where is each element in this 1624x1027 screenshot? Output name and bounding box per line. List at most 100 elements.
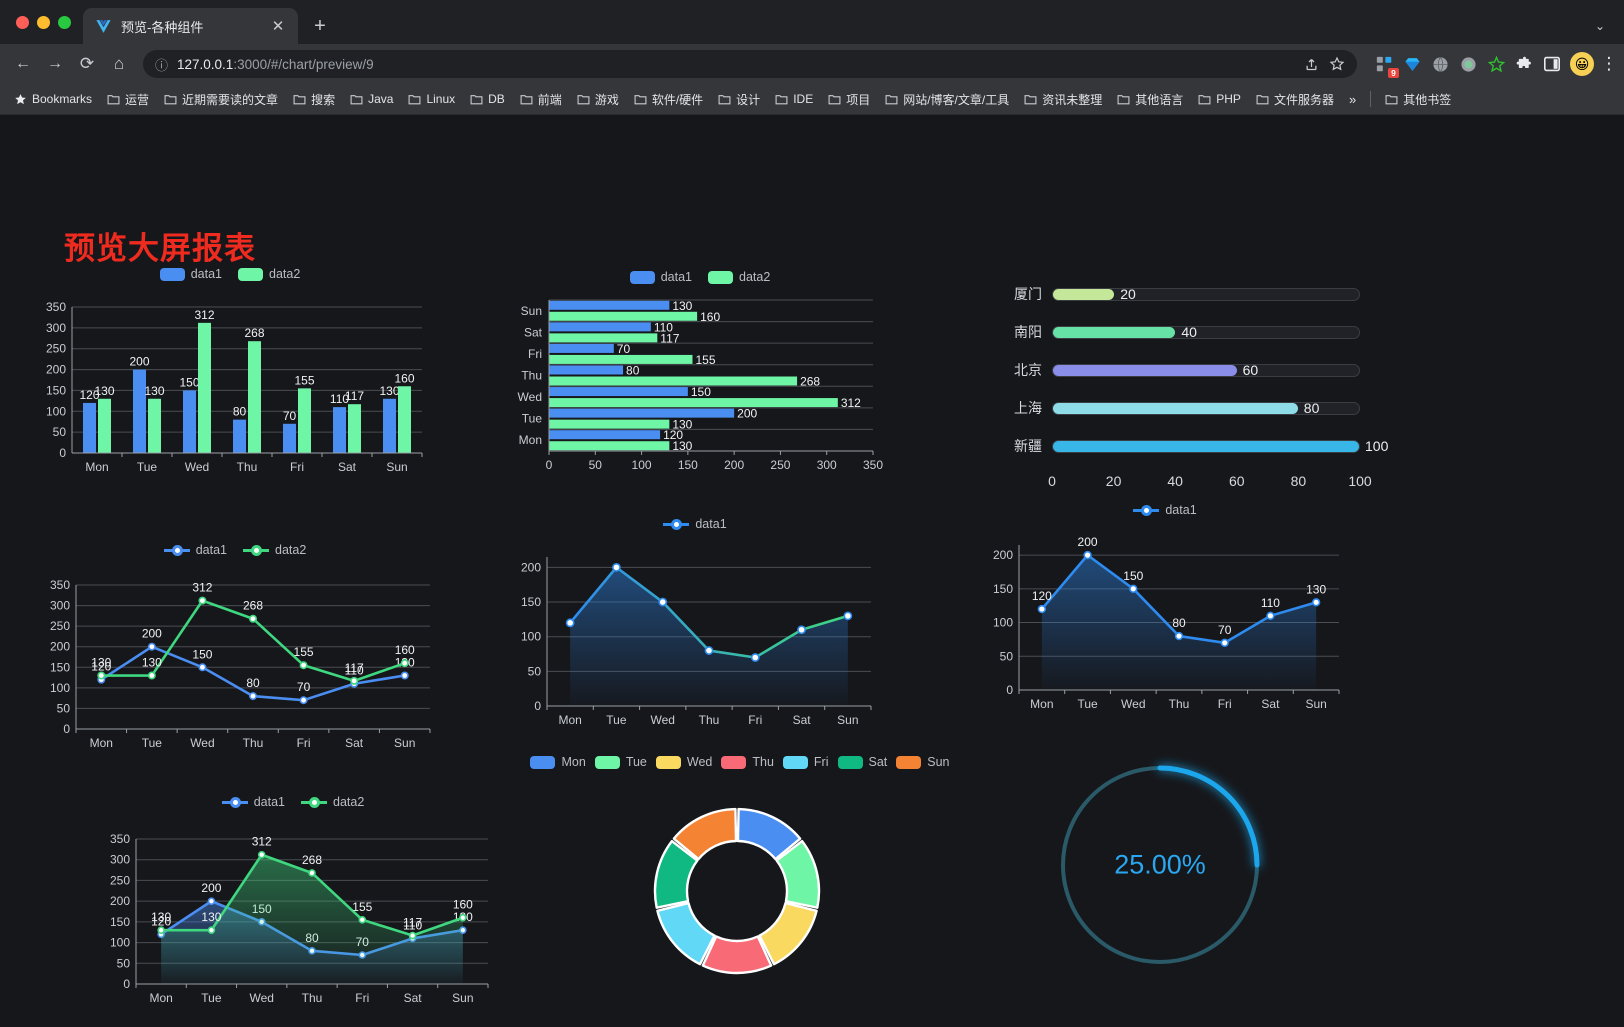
legend-item-data1[interactable]: data1: [629, 270, 692, 284]
maximize-window-button[interactable]: [58, 15, 71, 29]
legend-item-tue[interactable]: Tue: [594, 755, 647, 769]
svg-text:70: 70: [1218, 623, 1232, 637]
bookmark-folder[interactable]: 文件服务器: [1250, 88, 1340, 111]
legend-item-thu[interactable]: Thu: [721, 755, 774, 769]
svg-text:Thu: Thu: [302, 991, 323, 1005]
address-bar[interactable]: ⓘ 127.0.0.1:3000/#/chart/preview/9: [143, 50, 1357, 78]
legend-marker-data2: [301, 796, 327, 809]
legend-item-data1[interactable]: data1: [663, 517, 727, 531]
svg-text:70: 70: [297, 680, 311, 694]
svg-text:117: 117: [345, 661, 364, 675]
svg-text:150: 150: [46, 383, 66, 397]
bookmark-folder[interactable]: IDE: [769, 89, 819, 109]
legend-item-wed[interactable]: Wed: [655, 755, 712, 769]
url-host: 127.0.0.1: [177, 56, 234, 72]
legend-item-mon[interactable]: Mon: [530, 755, 586, 769]
svg-text:Wed: Wed: [190, 736, 214, 750]
donut-plot: [653, 807, 821, 975]
bookmark-folder-list: 运营 近期需要读的文章 搜索 Java Linux DB 前端 游戏 软件/硬件 设计 IDE 项目 网…: [101, 88, 1340, 111]
browser-menu-button[interactable]: ⋮: [1600, 54, 1618, 73]
browser-toolbar: ← → ⟳ ⌂ ⓘ 127.0.0.1:3000/#/chart/preview…: [0, 44, 1624, 84]
svg-text:80: 80: [626, 364, 640, 378]
bookmark-folder[interactable]: 项目: [822, 88, 876, 111]
svg-text:Tue: Tue: [137, 460, 158, 474]
svg-text:155: 155: [294, 645, 314, 659]
legend-item-data2[interactable]: data2: [238, 267, 300, 281]
minimize-window-button[interactable]: [37, 15, 50, 29]
site-info-icon[interactable]: ⓘ: [155, 57, 169, 73]
legend-item-data1[interactable]: data1: [159, 267, 222, 281]
share-icon[interactable]: [1304, 57, 1319, 72]
window-controls: [10, 0, 83, 44]
new-tab-button[interactable]: +: [314, 14, 326, 37]
bookmark-label: DB: [488, 92, 505, 106]
bookmarks-root[interactable]: Bookmarks: [8, 89, 98, 109]
legend-item-sat[interactable]: Sat: [837, 755, 887, 769]
bookmark-label: 运营: [125, 92, 150, 107]
bookmark-folder[interactable]: 设计: [712, 88, 766, 111]
bookmark-folder[interactable]: PHP: [1192, 89, 1247, 109]
puzzle-extensions-icon[interactable]: [1514, 54, 1534, 74]
progress-fill: [1053, 402, 1298, 414]
progress-label: 北京: [1014, 362, 1042, 378]
bookmark-folder[interactable]: 前端: [514, 88, 568, 111]
circle-extension-icon[interactable]: [1458, 54, 1478, 74]
profile-avatar[interactable]: 😀: [1570, 52, 1594, 76]
legend-label-data1: data1: [195, 543, 227, 557]
bar-vertical-plot: 050100150200250300350120130Mon200130Tue1…: [46, 300, 423, 474]
legend-swatch-data2: [708, 270, 733, 284]
legend-item-data2[interactable]: data2: [708, 270, 770, 284]
other-bookmarks-folder[interactable]: 其他书签: [1379, 88, 1457, 111]
svg-text:268: 268: [244, 326, 264, 340]
bookmark-folder[interactable]: 网站/博客/文章/工具: [879, 88, 1015, 111]
bookmarks-overflow-button[interactable]: »: [1348, 91, 1357, 107]
reload-button[interactable]: ⟳: [79, 54, 95, 73]
legend-item-sun[interactable]: Sun: [896, 755, 950, 769]
star-extension-icon[interactable]: [1486, 54, 1506, 74]
tab-search-chevron-down-icon[interactable]: ⌄: [1594, 19, 1606, 33]
browser-tab[interactable]: 预览-各种组件 ✕: [83, 8, 298, 44]
bookmark-folder[interactable]: 搜索: [287, 88, 341, 111]
folder-icon: [293, 94, 306, 104]
bookmark-folder[interactable]: 近期需要读的文章: [158, 88, 284, 111]
close-window-button[interactable]: [16, 15, 29, 29]
legend-item-data1[interactable]: data1: [221, 795, 285, 809]
legend-item-data1[interactable]: data1: [1133, 503, 1197, 517]
gauge-value-label: 25.00%: [1114, 849, 1206, 880]
bookmark-folder[interactable]: 其他语言: [1111, 88, 1189, 111]
progress-axis-tick: 0: [1048, 473, 1056, 489]
bookmark-folder[interactable]: 运营: [101, 88, 155, 111]
home-button[interactable]: ⌂: [113, 54, 125, 73]
svg-text:Tue: Tue: [522, 412, 543, 426]
svg-text:200: 200: [737, 407, 757, 421]
bookmark-star-icon[interactable]: [1329, 56, 1345, 72]
legend-area-single: data1: [975, 503, 1355, 517]
back-button[interactable]: ←: [15, 55, 31, 72]
legend-item-data2[interactable]: data2: [243, 543, 306, 557]
legend-item-fri[interactable]: Fri: [782, 755, 829, 769]
bookmark-folder[interactable]: 软件/硬件: [628, 88, 709, 111]
svg-text:Thu: Thu: [699, 713, 720, 727]
forward-button[interactable]: →: [47, 55, 63, 72]
folder-icon: [885, 94, 898, 104]
legend-item-data2[interactable]: data2: [301, 795, 364, 809]
diamond-extension-icon[interactable]: [1402, 54, 1422, 74]
legend-item-data1[interactable]: data1: [163, 543, 227, 557]
bookmark-folder[interactable]: Java: [344, 89, 399, 109]
svg-text:120: 120: [151, 914, 171, 928]
svg-text:Wed: Wed: [650, 713, 674, 727]
grid-extension-icon[interactable]: 9: [1374, 54, 1399, 78]
bookmark-folder[interactable]: 游戏: [571, 88, 625, 111]
bookmark-folder[interactable]: Linux: [402, 89, 461, 109]
sidebar-toggle-icon[interactable]: [1542, 54, 1562, 74]
svg-text:300: 300: [50, 599, 70, 613]
bookmark-folder[interactable]: DB: [464, 89, 511, 109]
close-tab-button[interactable]: ✕: [271, 17, 285, 35]
chart-line-gradient: data1 0 50 100 150 200 Mon Tue Wed Thu Fri Sat Sun: [505, 517, 885, 739]
svg-text:0: 0: [1006, 683, 1013, 697]
progress-axis-tick: 60: [1229, 473, 1245, 489]
svg-text:300: 300: [817, 458, 837, 472]
bookmark-folder[interactable]: 资讯未整理: [1018, 88, 1108, 111]
svg-text:130: 130: [151, 910, 171, 924]
globe-extension-icon[interactable]: [1430, 54, 1450, 74]
